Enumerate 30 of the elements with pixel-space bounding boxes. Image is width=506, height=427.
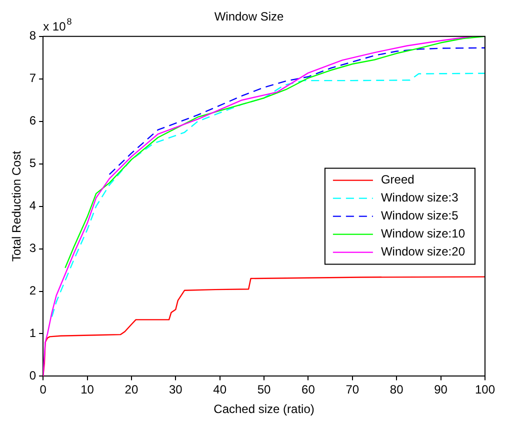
legend-label: Window size:10 [380, 226, 466, 241]
y-tick-label: 6 [29, 114, 36, 128]
legend-label: Window size:20 [380, 244, 466, 259]
legend-label: Window size:3 [380, 190, 459, 205]
y-tick-label: 5 [29, 156, 36, 170]
legend-label: Window size:5 [380, 208, 459, 223]
y-tick-label: 0 [29, 368, 36, 383]
chart-title: Window Size [214, 10, 284, 24]
x-tick-label: 60 [302, 382, 316, 397]
line-series [108, 47, 485, 176]
x-tick-label: 0 [40, 382, 47, 397]
x-tick-label: 90 [434, 382, 448, 397]
x-tick-label: 100 [474, 382, 496, 397]
x-tick-label: 30 [168, 382, 183, 397]
y-tick-label: 1 [29, 326, 36, 340]
x-tick-label: 50 [257, 382, 272, 397]
x-tick-label: 20 [124, 382, 138, 397]
x-tick-label: 80 [390, 382, 404, 397]
x-tick-label: 10 [80, 382, 94, 397]
y-tick-label: 3 [29, 241, 36, 256]
y-tick-label: 8 [29, 28, 36, 43]
y-tick-label: 2 [29, 284, 36, 298]
x-tick-label: 70 [346, 382, 360, 397]
x-tick-label: 40 [213, 382, 227, 397]
line-series [51, 72, 485, 318]
y-tick-label: 4 [29, 198, 36, 213]
x-axis-title: Cached size (ratio) [214, 402, 314, 416]
legend-label: Greed [380, 172, 414, 187]
y-tick-label: 7 [29, 71, 36, 86]
y-axis-title: Total Reduction Cost [10, 150, 24, 262]
